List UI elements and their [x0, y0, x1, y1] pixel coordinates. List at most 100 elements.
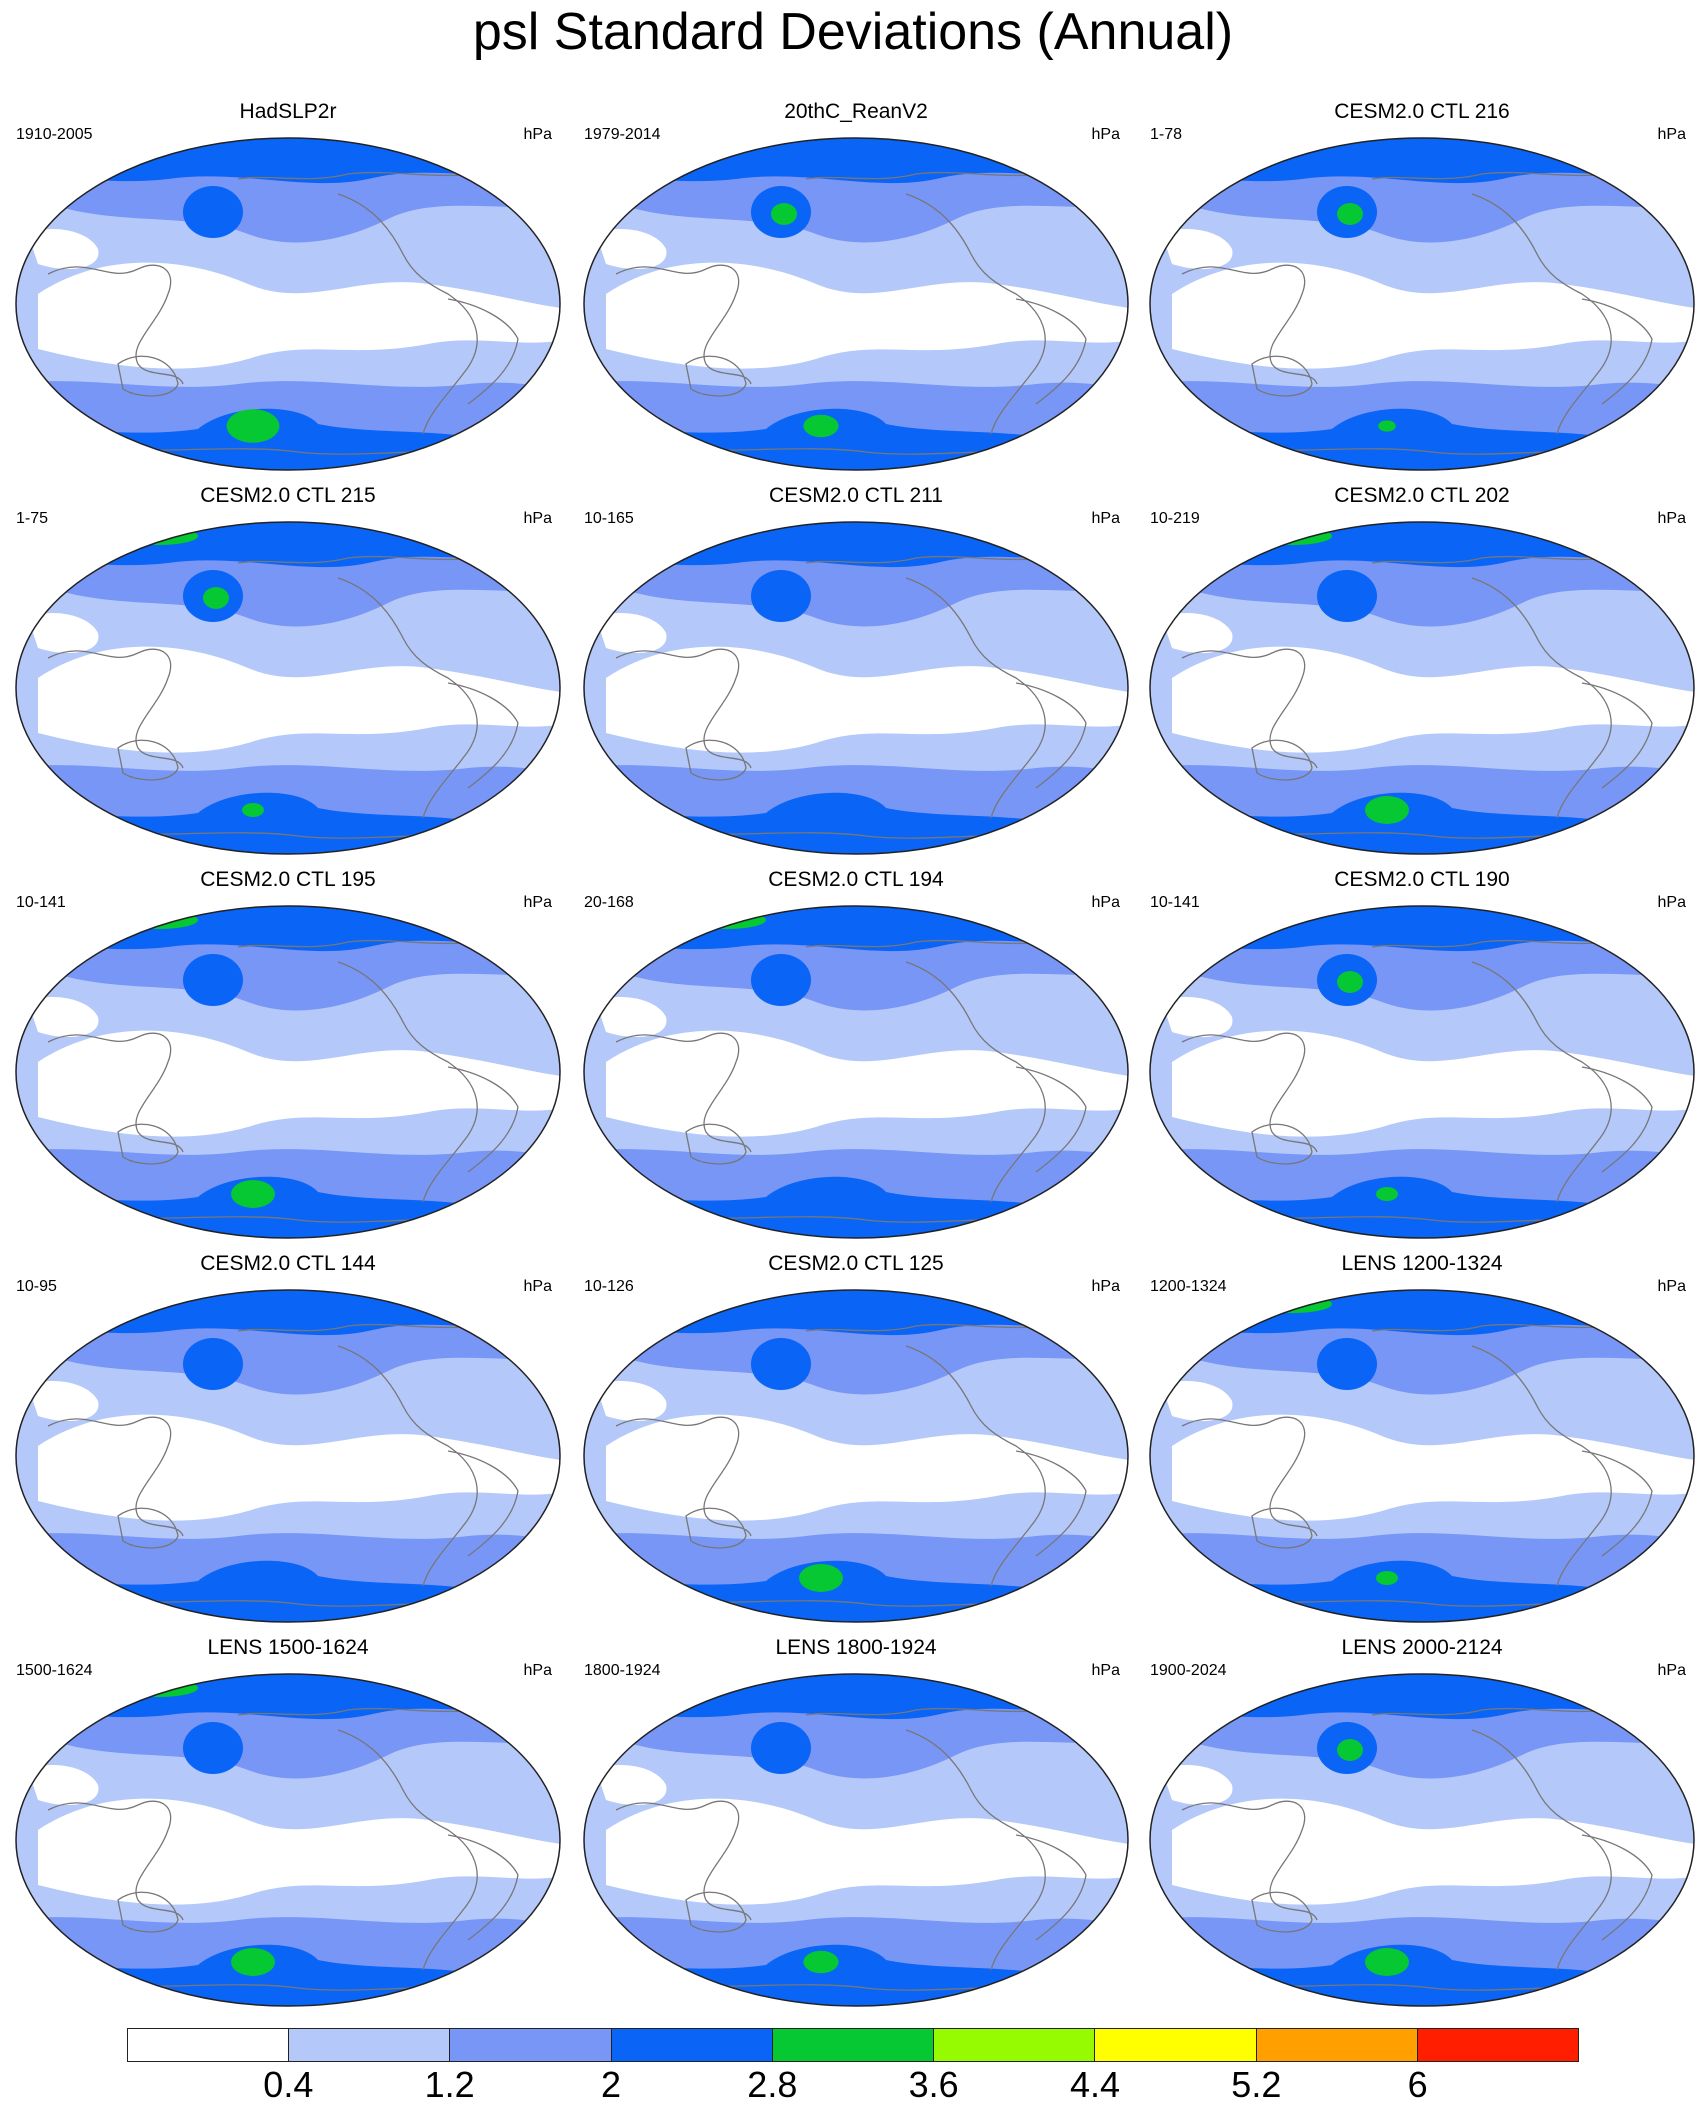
coast-asia-australia	[47, 264, 184, 385]
band-2.8-3.6-south-pacific	[242, 803, 264, 817]
panel-period: 20-168	[584, 894, 634, 911]
coast-asia-australia	[47, 1032, 184, 1153]
coast-asia-australia	[615, 1032, 752, 1153]
band-2-2.8-arctic	[16, 522, 560, 568]
panel-title: HadSLP2r	[239, 100, 337, 123]
panel-unit: hPa	[1657, 1662, 1686, 1679]
band-below-0.4-west	[28, 1765, 99, 1805]
coast-asia-australia	[47, 1416, 184, 1537]
band-below-0.4-west	[1162, 1381, 1233, 1421]
coast-australia	[1251, 1123, 1313, 1165]
panel-title: CESM2.0 CTL 125	[768, 1252, 944, 1275]
coast-americas	[337, 1729, 478, 1971]
panel-title: CESM2.0 CTL 202	[1334, 484, 1510, 507]
panel-period: 1-75	[16, 510, 49, 527]
coast-australia	[685, 355, 747, 397]
coast-americas	[1471, 193, 1612, 435]
map-fill	[1150, 906, 1694, 1238]
band-below-0.4-west	[1162, 229, 1233, 269]
world-map	[15, 905, 561, 1239]
band-below-0.4-west	[28, 613, 99, 653]
coast-arctic	[237, 1323, 479, 1332]
coast-south-america	[1015, 1450, 1087, 1557]
panel-title: LENS 2000-2124	[1341, 1636, 1503, 1659]
map-border	[1149, 521, 1695, 855]
panel-unit: hPa	[1091, 1662, 1120, 1679]
panel-period: 10-126	[584, 1278, 634, 1295]
coast-south-america	[447, 1066, 519, 1173]
colorbar-segment	[611, 2029, 773, 2061]
band-2-2.8-north-pacific	[751, 1722, 811, 1774]
world-map	[583, 1673, 1129, 2007]
band-below-0.4-west	[596, 1381, 667, 1421]
map-panel: LENS 1200-1324 1200-1324 hPa	[1142, 1252, 1702, 1632]
band-below-0.4-west	[1162, 1765, 1233, 1805]
band-below-0.4-west	[28, 997, 99, 1037]
map-fill	[584, 138, 1128, 470]
panel-unit: hPa	[1657, 510, 1686, 527]
band-2-2.8-arctic	[584, 522, 1128, 568]
coast-asia-australia	[47, 1800, 184, 1921]
coast-americas	[337, 193, 478, 435]
colorbar-label: 0.4	[263, 2064, 314, 2105]
map-fill	[16, 522, 560, 854]
coast-americas	[905, 961, 1046, 1203]
map-fill	[1150, 522, 1694, 854]
coast-arctic	[237, 1707, 479, 1716]
coast-south-america	[1015, 1066, 1087, 1173]
coast-australia	[117, 355, 179, 397]
band-2-2.8-north-pacific	[183, 1338, 243, 1390]
band-below-0.4	[38, 1414, 560, 1521]
coast-arctic	[805, 555, 1047, 564]
coast-south-america	[447, 1834, 519, 1941]
band-below-0.4-west	[596, 613, 667, 653]
coast-asia-australia	[1181, 264, 1318, 385]
map-fill	[1150, 1290, 1694, 1622]
world-map	[15, 1673, 561, 2007]
map-fill	[16, 906, 560, 1238]
panel-unit: hPa	[523, 1278, 552, 1295]
coast-americas	[337, 961, 478, 1203]
coast-arctic	[805, 1707, 1047, 1716]
band-2.8-3.6-north-pacific	[771, 203, 797, 225]
band-below-0.4-west	[1162, 997, 1233, 1037]
band-2.8-3.6-south-pacific	[1365, 796, 1409, 824]
map-border	[15, 905, 561, 1239]
world-map	[1149, 137, 1695, 471]
coast-australia	[685, 1891, 747, 1933]
coast-arctic	[237, 555, 479, 564]
band-below-0.4-west	[28, 1381, 99, 1421]
band-2-2.8-arctic	[16, 138, 560, 184]
band-2.8-3.6-south-pacific	[231, 1180, 275, 1208]
band-2-2.8-arctic	[584, 138, 1128, 184]
map-panel: CESM2.0 CTL 215 1-75 hPa	[8, 484, 568, 864]
map-panel: LENS 1500-1624 1500-1624 hPa	[8, 1636, 568, 2016]
band-2-2.8-north-pacific	[751, 954, 811, 1006]
band-2-2.8-north-pacific	[751, 570, 811, 622]
band-2-2.8-arctic	[16, 1674, 560, 1720]
band-2.8-3.6-south-pacific	[231, 1948, 275, 1976]
coast-asia-australia	[615, 264, 752, 385]
band-2.8-3.6-south-pacific	[1365, 1948, 1409, 1976]
panel-unit: hPa	[1657, 894, 1686, 911]
coast-arctic	[1371, 1707, 1613, 1716]
band-below-0.4-west	[596, 229, 667, 269]
band-below-0.4-west	[596, 997, 667, 1037]
panel-unit: hPa	[523, 894, 552, 911]
map-fill	[584, 522, 1128, 854]
world-map	[15, 521, 561, 855]
world-map	[15, 137, 561, 471]
colorbar-label: 5.2	[1231, 2064, 1282, 2105]
figure-title: psl Standard Deviations (Annual)	[472, 3, 1234, 61]
band-below-0.4	[1172, 1030, 1694, 1137]
band-2-2.8-north-pacific	[183, 954, 243, 1006]
panel-title: CESM2.0 CTL 194	[768, 868, 944, 891]
map-border	[1149, 905, 1695, 1239]
coast-south-america	[447, 298, 519, 405]
coast-australia	[685, 1507, 747, 1549]
map-fill	[16, 1290, 560, 1622]
panel-period: 1900-2024	[1150, 1662, 1227, 1679]
band-below-0.4	[606, 262, 1128, 369]
map-border	[583, 1289, 1129, 1623]
colorbar-label: 6	[1407, 2064, 1428, 2105]
